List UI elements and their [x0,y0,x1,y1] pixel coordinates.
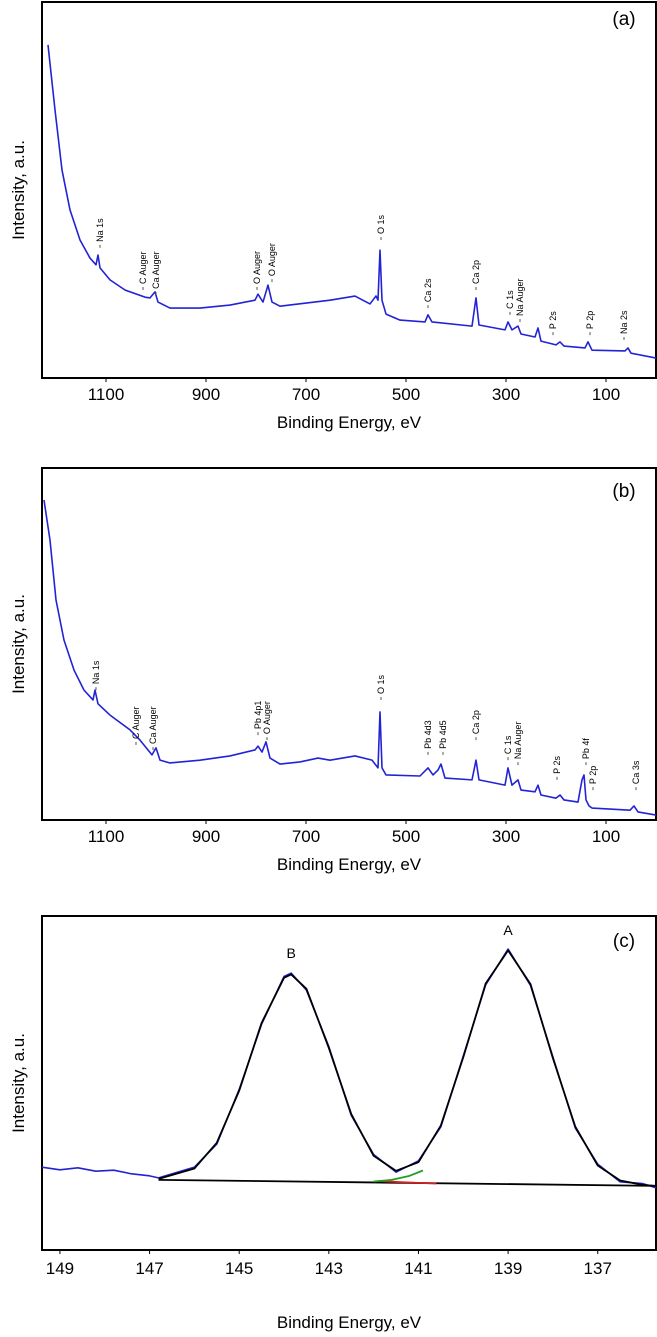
peak-label: O 1s [376,215,386,235]
plot-frame [41,915,657,1251]
y-axis-label: Intensity, a.u. [9,594,28,694]
x-tick-label: 149 [46,1259,74,1278]
x-axis-label: Binding Energy, eV [277,413,422,432]
peak-label: C Auger [131,706,141,739]
x-tick-label: 900 [192,827,220,846]
peak-label: P 2s [548,311,558,329]
spectrum-line [158,949,657,1187]
spectrum-line [43,499,657,816]
peak-label: P 2s [552,756,562,774]
peak-label: Pb 4f [581,738,591,760]
plot-frame [41,467,657,821]
peak-label: Ca 2s [423,278,433,302]
peak-label: C 1s [503,735,513,754]
x-tick-label: 1100 [88,385,125,404]
peak-label: O 1s [376,674,386,694]
peak-label: Ca 3s [631,760,641,784]
x-tick-label: 145 [225,1259,253,1278]
peak-label: Na 1s [91,660,101,684]
x-tick-label: 700 [292,827,320,846]
x-tick-label: 500 [392,385,420,404]
peak-label: Ca Auger [151,251,161,289]
panel-label: (a) [612,9,635,30]
spectrum-line [41,948,657,1189]
peak-label: O Auger [267,243,277,276]
panel-label: (c) [613,931,635,952]
plot-frame [41,1,657,379]
peak-label: P 2p [588,766,598,784]
peak-label: Na Auger [515,278,525,316]
x-tick-label: 500 [392,827,420,846]
peak-label: C Auger [138,251,148,284]
peak-label: Ca 2p [471,710,481,734]
peak-label: A [503,922,513,938]
peak-label: Pb 4d5 [438,720,448,749]
x-tick-label: 139 [494,1259,522,1278]
x-tick-label: 100 [592,827,620,846]
peak-label: Na 2s [619,310,629,334]
peak-label: Ca 2p [471,260,481,284]
x-tick-label: 137 [584,1259,612,1278]
x-tick-label: 300 [492,385,520,404]
spectrum-line [373,1169,424,1183]
spectrum-line [47,44,657,359]
x-tick-label: 700 [292,385,320,404]
peak-label: Pb 4d3 [423,720,433,749]
peak-label: B [287,945,296,961]
x-tick-label: 147 [135,1259,163,1278]
x-tick-label: 100 [592,385,620,404]
x-tick-label: 1100 [88,827,125,846]
x-tick-label: 143 [315,1259,343,1278]
peak-label: C 1s [505,290,515,309]
y-axis-label: Intensity, a.u. [9,1033,28,1133]
peak-label: Pb 4p1 [253,701,263,730]
spectrum-line [382,1180,437,1185]
peak-label: O Auger [262,701,272,734]
peak-label: O Auger [252,251,262,284]
peak-label: Na Auger [513,722,523,760]
y-axis-label: Intensity, a.u. [9,140,28,240]
peak-label: Na 1s [95,218,105,242]
peak-label: Ca Auger [148,706,158,744]
x-axis-label: Binding Energy, eV [277,1313,422,1332]
panel-label: (b) [612,481,635,502]
x-tick-label: 900 [192,385,220,404]
x-tick-label: 300 [492,827,520,846]
x-axis-label: Binding Energy, eV [277,855,422,874]
x-tick-label: 141 [404,1259,432,1278]
peak-label: P 2p [585,311,595,329]
